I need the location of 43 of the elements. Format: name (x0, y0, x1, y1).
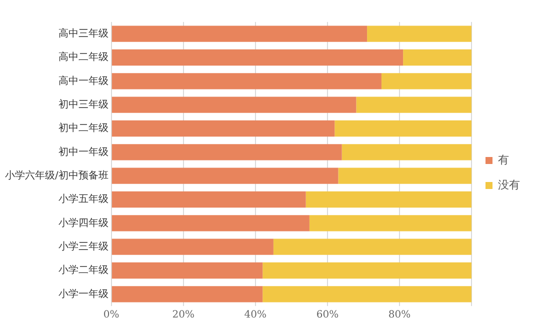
y-tick-label: 初中一年级 (58, 146, 108, 158)
bar (381, 73, 472, 90)
bar (112, 73, 382, 90)
y-tick-label: 小学五年级 (58, 193, 108, 206)
y-tick-label: 初中三年级 (58, 98, 108, 110)
y-tick-label: 初中二年级 (58, 122, 108, 134)
bar (112, 238, 274, 255)
bar (112, 144, 342, 160)
bar (309, 215, 472, 232)
bar (334, 120, 472, 137)
x-tick-label: 40% (244, 310, 267, 321)
bar (262, 286, 472, 302)
bar (112, 120, 335, 137)
y-tick-label: 高中三年级 (58, 27, 108, 40)
y-tick-label: 小学二年级 (58, 264, 108, 276)
bar (112, 215, 310, 232)
bar (112, 262, 263, 279)
x-tick-label: 20% (172, 310, 195, 321)
x-tick-label: 0% (103, 310, 120, 321)
y-tick-label: 小学三年级 (58, 240, 108, 252)
bar (262, 262, 472, 279)
bar (338, 168, 472, 184)
bar (306, 191, 472, 208)
bar (112, 49, 404, 66)
legend-label: 有 (498, 154, 509, 167)
x-tick-label: 80% (388, 310, 411, 321)
legend-label: 没有 (498, 180, 520, 192)
y-tick-label: 高中一年级 (58, 74, 108, 87)
y-tick-label: 小学六年级/初中预备班 (4, 169, 108, 182)
bar (356, 96, 472, 113)
bar (112, 26, 368, 42)
bar (112, 168, 338, 184)
x-tick-label: 60% (316, 310, 339, 321)
bar (273, 238, 472, 255)
bar (112, 191, 306, 208)
y-tick-label: 高中二年级 (58, 51, 108, 64)
y-tick-label: 小学四年级 (58, 216, 108, 229)
bar (112, 96, 356, 113)
bar (367, 26, 472, 42)
bar (342, 144, 472, 160)
y-tick-label: 小学一年级 (58, 288, 108, 300)
bar (403, 49, 472, 66)
bar (112, 286, 263, 302)
